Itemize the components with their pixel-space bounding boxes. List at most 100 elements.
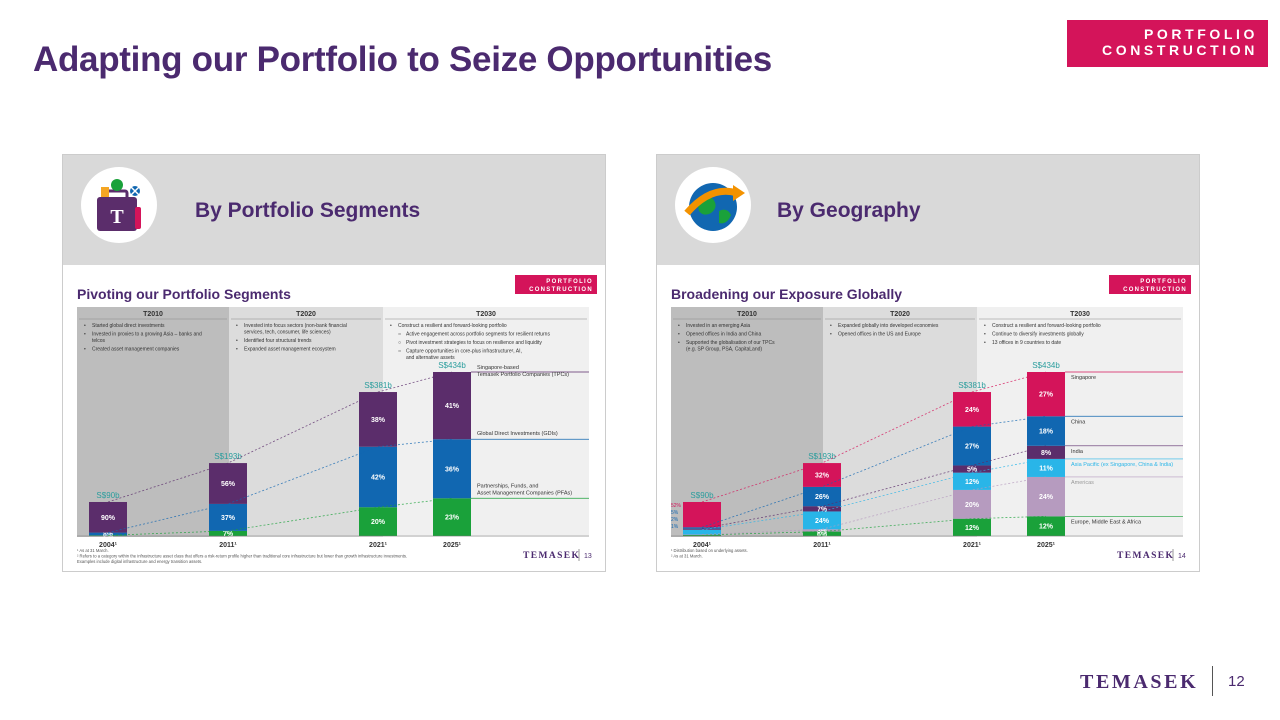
bullet-marker: • <box>678 332 680 338</box>
footnote: Examples include digital infrastructure … <box>77 559 202 564</box>
bullet-text: Pivot investment strategies to focus on … <box>406 340 542 346</box>
bullet-marker: • <box>84 323 86 329</box>
bar-segment <box>803 463 841 487</box>
bullet-text: Identified four structural trends <box>244 338 312 344</box>
bar-value-label: 6% <box>817 531 828 538</box>
bar-segment <box>209 530 247 536</box>
bar-segment <box>89 532 127 536</box>
chart-title: Pivoting our Portfolio Segments <box>77 286 291 302</box>
bar-segment <box>683 535 721 536</box>
footnote: ¹ As at 31 March. <box>77 548 109 553</box>
bar-segment <box>1027 372 1065 417</box>
bullet-marker: • <box>830 332 832 338</box>
legend-label: Singapore-based <box>477 365 519 371</box>
panel-heading: By Portfolio Segments <box>195 199 421 222</box>
section-tag: PORTFOLIO CONSTRUCTION <box>1067 20 1268 67</box>
chart-tag-line2: CONSTRUCTION <box>529 287 593 293</box>
bar-segment <box>683 527 721 529</box>
category-label: 2025¹ <box>443 542 462 549</box>
panel-header: T By Portfolio Segments <box>63 155 605 265</box>
svg-text:T: T <box>110 206 124 228</box>
era-label: T2030 <box>1070 311 1090 318</box>
category-label: 2011¹ <box>813 542 831 549</box>
bullet-marker: • <box>236 347 238 353</box>
bar-total-label: S$90b <box>690 491 714 500</box>
era-band <box>383 307 589 537</box>
bar-value-label: 24% <box>815 518 830 525</box>
bullet-marker: • <box>678 340 680 346</box>
category-label: 2021¹ <box>963 542 982 549</box>
bullet-text: Construct a resilient and forward-lookin… <box>992 323 1101 329</box>
bar-total-label: S$434b <box>438 361 466 370</box>
bar-segment <box>1027 516 1065 536</box>
era-label: T2020 <box>890 311 910 318</box>
era-band <box>977 307 1183 537</box>
bar-value-label: 37% <box>221 515 236 522</box>
bar-value-label: 24% <box>965 407 980 414</box>
bar-value-label: 12% <box>1039 524 1054 531</box>
left-value-label: 1% <box>671 524 679 530</box>
bar-value-label: 27% <box>1039 392 1054 399</box>
era-band <box>671 307 823 537</box>
category-label: 2004¹ <box>693 542 712 549</box>
bar-value-label: 26% <box>815 494 830 501</box>
bullet-text: Construct a resilient and forward-lookin… <box>398 323 507 329</box>
legend-label: Partnerships, Funds, and <box>477 483 538 489</box>
bullet-text: Opened offices in the US and Europe <box>838 332 921 338</box>
bullet-text: and alternative assets <box>406 355 455 361</box>
temasek-logo: TEMASEK <box>1080 671 1199 693</box>
left-value-label: 5% <box>671 510 679 516</box>
bullet-text: Expanded asset management ecosystem <box>244 347 336 353</box>
bullet-marker: ○ <box>398 349 401 355</box>
legend-label: Global Direct Investments (GDIs) <box>477 431 558 437</box>
bar-segment <box>803 529 841 532</box>
trend-line <box>107 438 453 533</box>
portfolio-suitcase-icon: T <box>97 179 141 231</box>
bullet-text: Created asset management companies <box>92 347 180 353</box>
legend-label: China <box>1071 419 1086 425</box>
bullet-text: Invested into focus sectors (non-bank fi… <box>244 323 347 329</box>
bar-segment <box>953 392 991 427</box>
bullet-text: Active engagement across portfolio segme… <box>406 332 550 338</box>
bar-segment <box>1027 416 1065 446</box>
footnote: ² Refers to a category within the infras… <box>77 554 407 559</box>
chart-tag-line1: PORTFOLIO <box>1140 279 1187 285</box>
trend-line <box>701 415 1047 528</box>
bar-value-label: 23% <box>445 515 460 522</box>
bar-value-label: 11% <box>1039 465 1053 472</box>
bullet-marker: • <box>236 323 238 329</box>
bar-segment <box>359 392 397 447</box>
category-label: 2025¹ <box>1037 542 1056 549</box>
bar-segment <box>89 535 127 536</box>
chart-title: Broadening our Exposure Globally <box>671 286 902 302</box>
bar-segment <box>803 531 841 536</box>
bullet-text: services, tech, consumer, life sciences) <box>244 330 331 336</box>
bar-segment <box>433 498 471 536</box>
bar-value-label: 42% <box>371 474 386 481</box>
section-tag-line1: PORTFOLIO <box>1143 26 1258 42</box>
bar-value-label: 32% <box>815 472 830 479</box>
bar-value-label: 24% <box>1039 494 1054 501</box>
bar-segment <box>683 529 721 535</box>
footnote: ¹ Distribution based on underlying asset… <box>671 548 748 553</box>
bar-total-label: S$90b <box>96 491 120 500</box>
bullet-marker: ○ <box>398 340 401 346</box>
bar-segment <box>803 506 841 512</box>
panel-portfolio-segments: T By Portfolio Segments Pivoting our Por… <box>62 154 606 572</box>
bar-segment <box>433 372 471 440</box>
bullet-text: Continue to diversify investments global… <box>992 332 1084 338</box>
trend-line <box>701 445 1047 530</box>
chart-page-number: 13 <box>584 553 592 560</box>
era-band <box>229 307 383 537</box>
temasek-logo: TEMASEK <box>523 551 580 561</box>
legend-label: Temasek Portfolio Companies (TPCs) <box>477 372 569 378</box>
panel-header: By Geography <box>657 155 1199 265</box>
category-label: 2011¹ <box>219 542 237 549</box>
temasek-logo: TEMASEK <box>1117 551 1174 561</box>
category-label: 2021¹ <box>369 542 388 549</box>
bullet-marker: ○ <box>398 332 401 338</box>
bar-segment <box>89 501 127 533</box>
bar-segment <box>209 463 247 504</box>
globe-arrow-icon <box>684 183 745 231</box>
bar-segment <box>953 518 991 536</box>
